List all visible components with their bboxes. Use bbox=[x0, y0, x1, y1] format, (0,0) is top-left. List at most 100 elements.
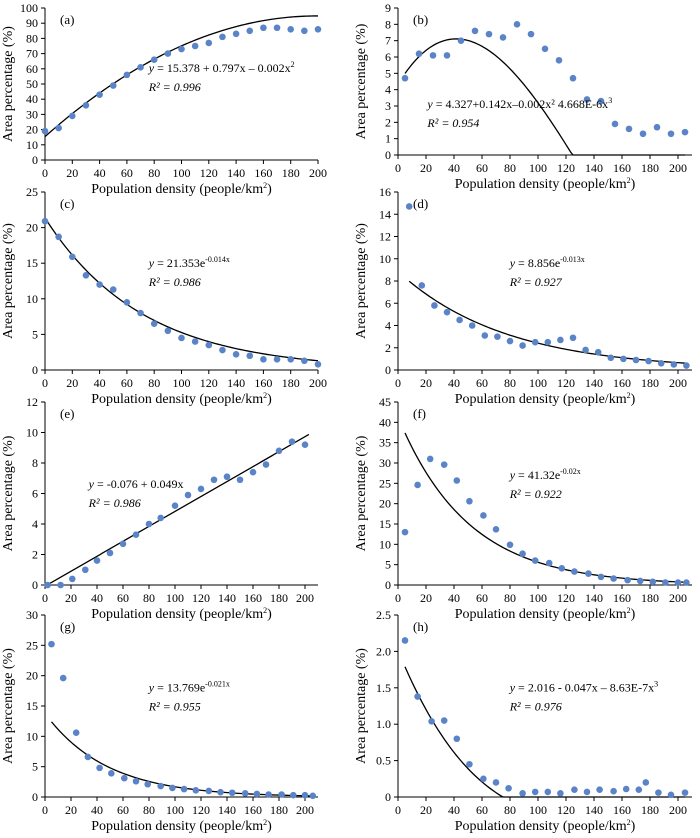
data-point bbox=[558, 565, 566, 572]
x-tick-label: 40 bbox=[94, 376, 106, 390]
x-axis-label: Population density (people/km2) bbox=[455, 818, 636, 834]
data-point bbox=[418, 282, 426, 289]
y-tick-label: 0 bbox=[32, 363, 38, 377]
y-tick-label: 10 bbox=[379, 252, 391, 266]
data-point bbox=[301, 27, 308, 35]
y-tick-label: 1 bbox=[385, 132, 391, 146]
data-point bbox=[275, 447, 283, 455]
x-tick-label: 40 bbox=[448, 591, 460, 605]
data-point bbox=[414, 481, 421, 489]
fit-equation: y = -0.076 + 0.049x bbox=[88, 477, 184, 491]
x-axis-label: Population density (people/km2) bbox=[91, 181, 272, 197]
data-point bbox=[611, 120, 619, 128]
y-tick-label: 0 bbox=[385, 790, 391, 804]
x-tick-label: 180 bbox=[641, 376, 659, 390]
data-point bbox=[96, 764, 103, 772]
x-tick-label: 200 bbox=[669, 161, 687, 175]
y-tick-label: 10 bbox=[26, 426, 38, 440]
x-tick-label: 40 bbox=[448, 161, 460, 175]
y-axis-label: Area percentage (%) bbox=[354, 23, 369, 139]
y-tick-label: 5 bbox=[32, 760, 38, 774]
x-tick-label: 140 bbox=[227, 376, 245, 390]
y-tick-label: 12 bbox=[26, 395, 38, 409]
data-point bbox=[428, 717, 435, 725]
x-tick-label: 140 bbox=[585, 376, 603, 390]
x-tick-label: 60 bbox=[476, 803, 488, 817]
data-point bbox=[150, 320, 158, 328]
data-point bbox=[505, 784, 512, 792]
data-point bbox=[426, 455, 434, 463]
data-point bbox=[228, 789, 236, 797]
x-tick-label: 0 bbox=[395, 591, 401, 605]
data-point bbox=[649, 578, 657, 586]
x-tick-label: 80 bbox=[148, 166, 160, 180]
data-point bbox=[471, 27, 479, 35]
y-tick-label: 20 bbox=[379, 497, 391, 511]
x-tick-label: 40 bbox=[94, 166, 106, 180]
y-tick-label: 30 bbox=[379, 456, 391, 470]
data-point bbox=[119, 540, 127, 548]
data-point bbox=[314, 361, 322, 368]
data-point bbox=[667, 791, 675, 799]
data-point bbox=[164, 327, 172, 335]
data-point bbox=[232, 30, 240, 38]
panel-f: 0 5 10 15 20 25 30 35 40 45 0 20 40 60 80 100 120 140 160 1… bbox=[354, 395, 692, 622]
data-point bbox=[544, 338, 552, 346]
x-tick-label: 20 bbox=[420, 591, 432, 605]
y-tick-label: 14 bbox=[379, 207, 391, 221]
data-point bbox=[585, 570, 592, 577]
y-axis-label: Area percentage (%) bbox=[1, 648, 16, 764]
y-tick-label: 16 bbox=[379, 185, 391, 199]
data-point bbox=[569, 334, 577, 342]
x-tick-label: 0 bbox=[42, 376, 48, 390]
x-tick-label: 180 bbox=[270, 803, 288, 817]
data-point bbox=[657, 360, 665, 367]
y-tick-label: 4 bbox=[385, 319, 391, 333]
x-tick-label: 100 bbox=[529, 591, 547, 605]
x-tick-label: 20 bbox=[65, 591, 77, 605]
data-point bbox=[401, 637, 409, 644]
data-point bbox=[582, 346, 589, 354]
y-tick-label: 100 bbox=[20, 1, 38, 15]
panel-b: 0 1 2 3 4 5 6 7 8 9 0 20 40 60 80 100 120 140 160 180 200 Pop… bbox=[354, 1, 692, 192]
data-point bbox=[210, 476, 218, 484]
y-tick-label: 25 bbox=[26, 638, 38, 652]
x-tick-label: 200 bbox=[669, 376, 687, 390]
x-tick-label: 100 bbox=[173, 376, 191, 390]
x-tick-label: 120 bbox=[200, 376, 218, 390]
data-point bbox=[287, 25, 295, 33]
y-tick-label: 0 bbox=[385, 148, 391, 162]
data-point bbox=[178, 45, 185, 53]
data-point bbox=[499, 34, 507, 41]
data-point bbox=[653, 123, 661, 131]
data-point bbox=[480, 775, 487, 783]
x-tick-label: 160 bbox=[254, 376, 272, 390]
x-tick-label: 140 bbox=[585, 161, 603, 175]
fit-equation: y = 41.32e-0.02x bbox=[509, 467, 581, 482]
y-tick-label: 80 bbox=[26, 31, 38, 45]
fit-curve bbox=[51, 721, 313, 797]
data-point bbox=[132, 777, 140, 785]
data-point bbox=[531, 788, 539, 796]
x-tick-label: 60 bbox=[117, 803, 129, 817]
fit-curve bbox=[404, 38, 685, 156]
data-point bbox=[123, 299, 131, 306]
panel-label: (a) bbox=[60, 12, 74, 27]
data-point bbox=[492, 525, 500, 533]
data-point bbox=[440, 717, 448, 724]
data-point bbox=[144, 780, 151, 788]
data-point bbox=[597, 573, 605, 581]
data-point bbox=[610, 787, 617, 795]
x-tick-label: 200 bbox=[669, 591, 687, 605]
data-point bbox=[69, 112, 76, 120]
data-point bbox=[645, 357, 652, 365]
y-axis-label: Area percentage (%) bbox=[354, 223, 369, 339]
data-point bbox=[278, 791, 285, 798]
data-point bbox=[670, 361, 678, 368]
data-point bbox=[191, 42, 199, 50]
data-point bbox=[519, 550, 526, 557]
data-point bbox=[607, 354, 615, 362]
fit-curve bbox=[44, 15, 318, 138]
data-point bbox=[571, 568, 578, 575]
y-tick-label: 6 bbox=[385, 296, 391, 310]
